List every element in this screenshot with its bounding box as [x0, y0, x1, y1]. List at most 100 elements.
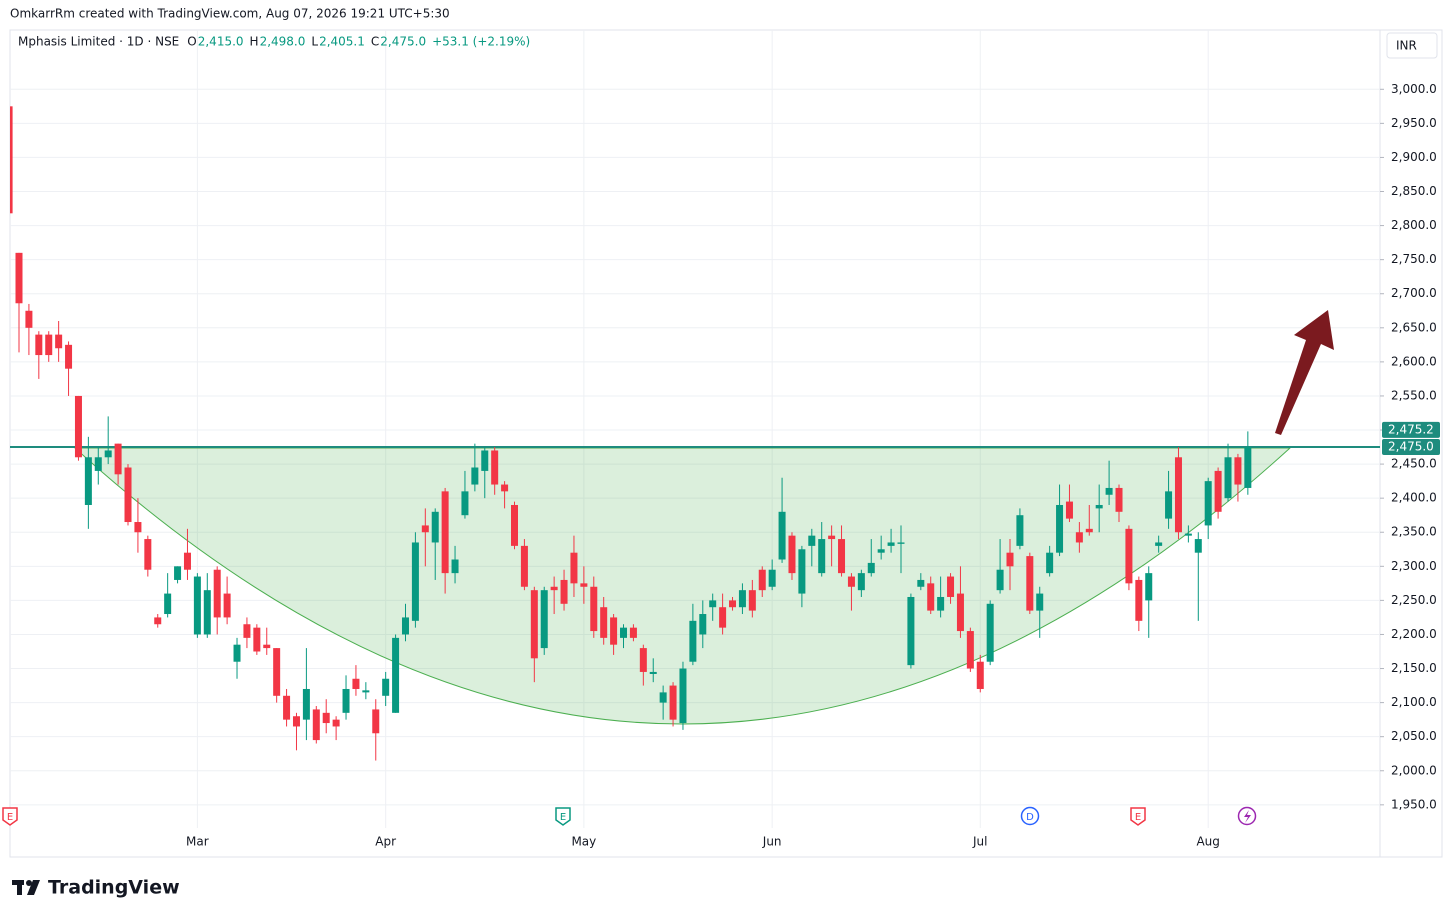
candle-body	[114, 443, 122, 475]
candle-body	[223, 593, 231, 618]
candle-body	[1204, 481, 1212, 526]
candle-body	[600, 607, 608, 638]
candle-body	[411, 542, 419, 621]
candle-body	[1115, 487, 1123, 512]
candle-body	[94, 457, 102, 471]
x-tick-label: Apr	[375, 835, 396, 849]
candle-body	[966, 631, 974, 669]
candle-body	[15, 252, 23, 304]
event-marker	[2, 807, 18, 826]
candle-body	[590, 586, 598, 632]
candle-body	[312, 709, 320, 741]
candle-body	[1065, 501, 1073, 519]
ohlc-key: L	[311, 35, 318, 49]
candle-body	[183, 552, 191, 570]
y-tick-label: 2,900.0	[1391, 150, 1437, 164]
y-tick-label: 2,550.0	[1391, 388, 1437, 402]
candle-body	[1244, 447, 1252, 488]
candle-body	[719, 607, 727, 628]
candle-body	[35, 334, 43, 356]
candle-body	[253, 627, 261, 652]
candle-body	[937, 596, 945, 611]
candle-body	[897, 542, 905, 544]
candle-body	[302, 688, 310, 720]
candle-body	[10, 106, 13, 214]
candle-body	[1165, 491, 1173, 519]
currency-box	[1386, 32, 1438, 59]
candle-body	[649, 671, 657, 674]
y-tick-label: 2,150.0	[1391, 661, 1437, 675]
candle-body	[144, 539, 152, 570]
candle-body	[778, 511, 786, 560]
event-label: E	[560, 812, 566, 823]
event-icon	[1244, 810, 1251, 823]
price-tag	[1382, 439, 1440, 456]
candle-body	[1214, 470, 1222, 512]
candle-body	[828, 535, 836, 540]
y-tick-label: 2,850.0	[1391, 184, 1437, 198]
candle-body	[580, 583, 588, 587]
candle-body	[1155, 542, 1163, 546]
candle-body	[1006, 552, 1014, 567]
x-tick-label: May	[571, 835, 596, 849]
candle-body	[174, 566, 182, 580]
y-tick-label: 2,700.0	[1391, 286, 1437, 300]
event-marker	[555, 807, 571, 826]
ohlc-value: 2,405.1	[319, 35, 365, 49]
x-tick-label: Mar	[186, 835, 209, 849]
y-tick-label: 2,000.0	[1391, 763, 1437, 777]
event-marker	[1020, 806, 1040, 826]
candle-body	[124, 467, 132, 523]
candle-body	[877, 549, 885, 553]
candle-body	[1075, 532, 1083, 543]
candle-body	[511, 504, 518, 546]
x-tick-label: Jun	[762, 835, 782, 849]
event-label: E	[1135, 812, 1141, 823]
candle-body	[481, 450, 489, 471]
candle-body	[431, 511, 439, 543]
candle-body	[986, 603, 994, 662]
candle-body	[1234, 457, 1242, 485]
ohlc-key: C	[371, 35, 379, 49]
candle-body	[530, 590, 538, 659]
candle-body	[768, 569, 776, 587]
candle-body	[748, 590, 756, 611]
arrow	[1275, 310, 1334, 435]
candle-body	[907, 596, 915, 666]
candle-body	[332, 719, 340, 727]
frame	[9, 29, 1443, 858]
candle-body	[550, 586, 558, 591]
candle-body	[659, 692, 667, 703]
candle-body	[392, 637, 400, 713]
candle-body	[1224, 457, 1232, 499]
y-tick-label: 3,000.0	[1391, 82, 1437, 96]
candle-body	[1056, 504, 1064, 553]
candle-body	[84, 457, 92, 505]
y-tick-label: 2,650.0	[1391, 320, 1437, 334]
candle-body	[362, 690, 370, 693]
candle-body	[927, 583, 935, 611]
candle-body	[1174, 457, 1182, 533]
candle-body	[620, 627, 628, 638]
candle-body	[976, 661, 984, 689]
y-tick-label: 2,600.0	[1391, 354, 1437, 368]
candle-body	[322, 712, 330, 724]
x-tick-label: Jul	[972, 835, 987, 849]
candle-body	[570, 552, 578, 584]
candle-body	[421, 525, 429, 533]
candle-body	[699, 614, 707, 635]
candle-body	[382, 678, 390, 696]
candle-body	[847, 576, 855, 587]
ohlc-value: 2,498.0	[260, 35, 306, 49]
candle-body	[203, 590, 211, 635]
candle-body	[451, 559, 459, 574]
y-tick-label: 2,450.0	[1391, 457, 1437, 471]
candle-body	[1036, 593, 1044, 611]
ohlc-value: 2,475.0	[380, 35, 426, 49]
candle-body	[857, 573, 865, 591]
candle-body	[679, 668, 687, 724]
price-tag-label: 2,475.0	[1388, 440, 1434, 454]
candle-body	[233, 644, 241, 662]
candle-body	[501, 484, 509, 492]
